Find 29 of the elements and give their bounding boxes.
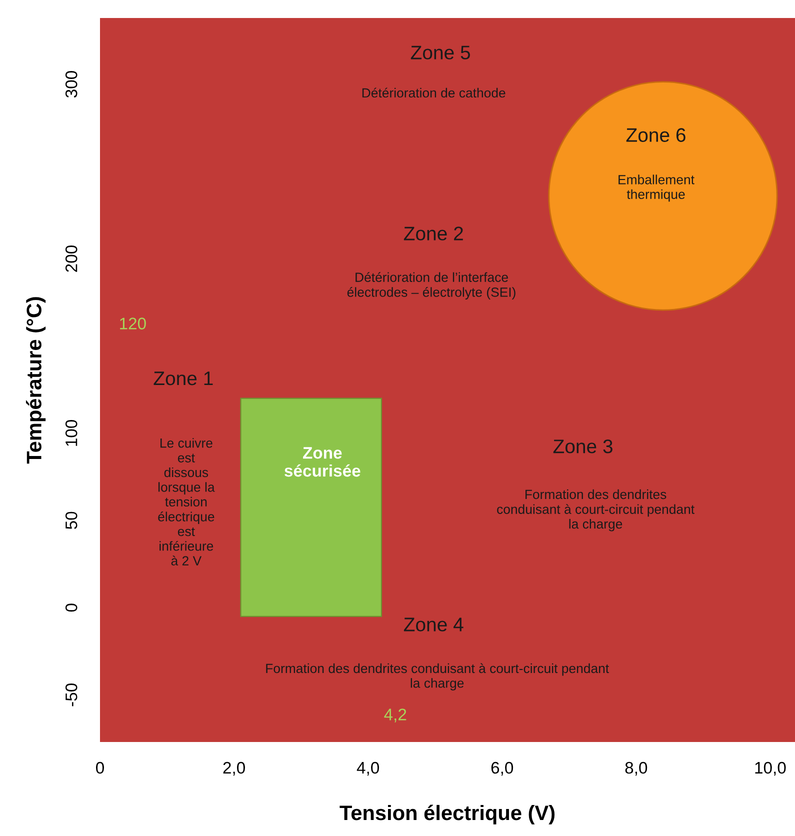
annotation: Formation des dendrites conduisant à court-circuit pendant la charge	[266, 663, 609, 690]
annotation: Zone 2	[404, 226, 463, 240]
x-tick-label: 4,0	[356, 762, 380, 776]
y-axis-title: Température (°C)	[26, 297, 46, 464]
y-tick-label: -50	[65, 684, 78, 706]
y-tick-label: 100	[65, 420, 78, 446]
x-axis-title: Tension électrique (V)	[340, 804, 555, 824]
annotation: Emballement thermique	[618, 174, 694, 202]
annotation: Zone sécurisée	[284, 447, 360, 477]
y-tick-label: 200	[65, 246, 78, 272]
annotation: Formation des dendrites conduisant à court-circuit pendant la charge	[497, 489, 694, 532]
annotation: Zone 5	[410, 46, 470, 60]
x-tick-label: 6,0	[491, 762, 514, 776]
x-tick-label: 10,0	[755, 762, 786, 776]
annotation: Zone 3	[553, 440, 612, 454]
annotation: 4,2	[384, 708, 406, 722]
y-tick-label: 0	[65, 604, 78, 612]
y-tick-label: 300	[65, 71, 78, 98]
annotation: Détérioration de l’interface électrodes – électrolyte (SEI)	[347, 272, 516, 300]
x-tick-label: 0	[96, 762, 104, 774]
annotation: Zone 1	[154, 372, 213, 386]
text: Le cuivre est dissous lorsque la tension électrique est inférieure à 2 V	[158, 438, 215, 566]
annotation: 120	[120, 318, 146, 330]
annotation: Zone 4	[404, 618, 464, 632]
y-tick-label: 50	[65, 512, 78, 530]
x-tick-label: 8,0	[625, 762, 648, 776]
annotation: Détérioration de cathode	[362, 88, 506, 98]
annotation: Zone 6	[626, 128, 686, 142]
x-tick-label: 2,0	[223, 762, 245, 776]
